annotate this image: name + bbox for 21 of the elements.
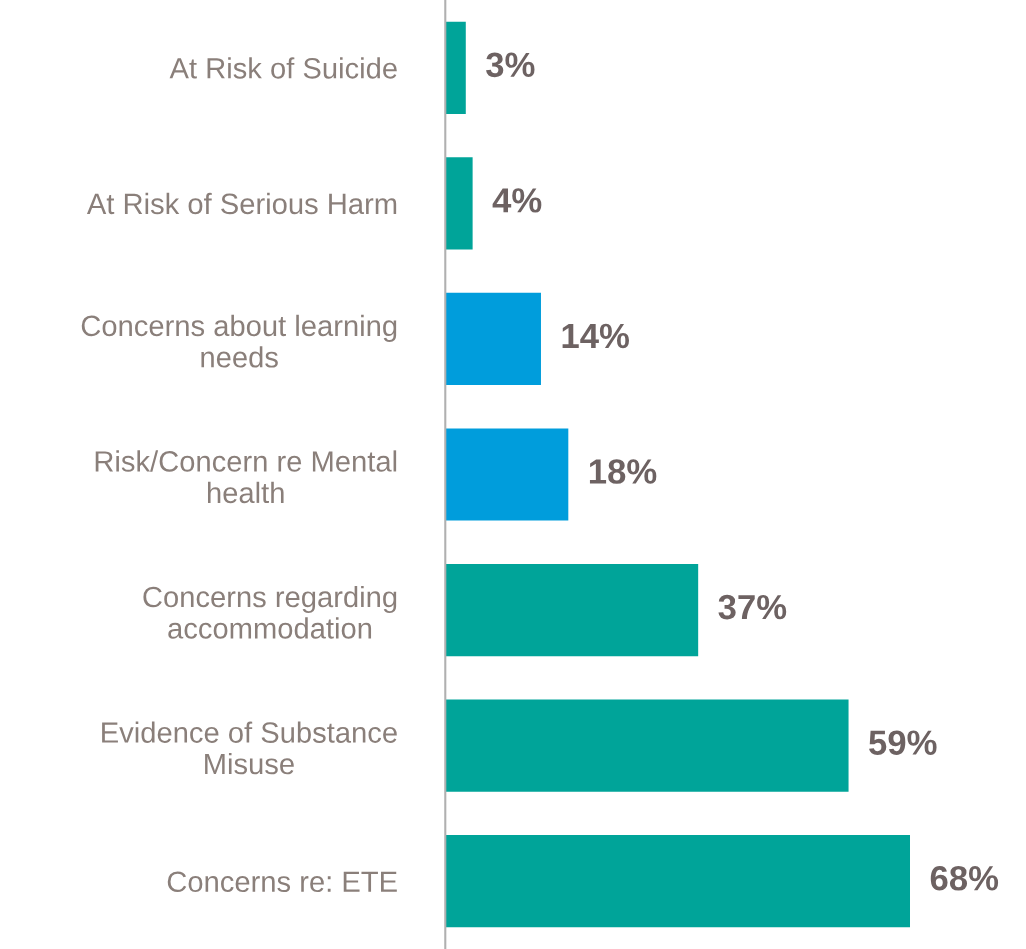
data-label: 18%	[589, 459, 657, 484]
data-label: 4%	[492, 188, 542, 213]
data-label: 3%	[486, 52, 535, 78]
bar	[445, 563, 699, 657]
y-tick-label: Concerns regarding accommodation	[143, 585, 397, 639]
data-label: 68%	[930, 865, 999, 891]
y-tick-label: At Risk of Serious Harm	[86, 192, 397, 215]
y-tick-label: Evidence of Substance Misuse	[102, 721, 397, 775]
data-label: 59%	[869, 730, 937, 755]
bar	[445, 21, 466, 114]
y-tick-label: Concerns re: ETE	[167, 871, 397, 893]
y-tick-label: At Risk of Suicide	[169, 57, 397, 79]
bar	[445, 157, 473, 250]
y-tick-label: Risk/Concern re Mental health	[95, 450, 397, 504]
data-label: 37%	[718, 594, 787, 620]
bar	[445, 699, 849, 792]
data-label: 14%	[562, 323, 629, 349]
y-tick-label: Concerns about learning needs	[81, 314, 397, 368]
bar	[445, 428, 569, 521]
bar	[445, 835, 911, 928]
bar	[445, 292, 541, 386]
